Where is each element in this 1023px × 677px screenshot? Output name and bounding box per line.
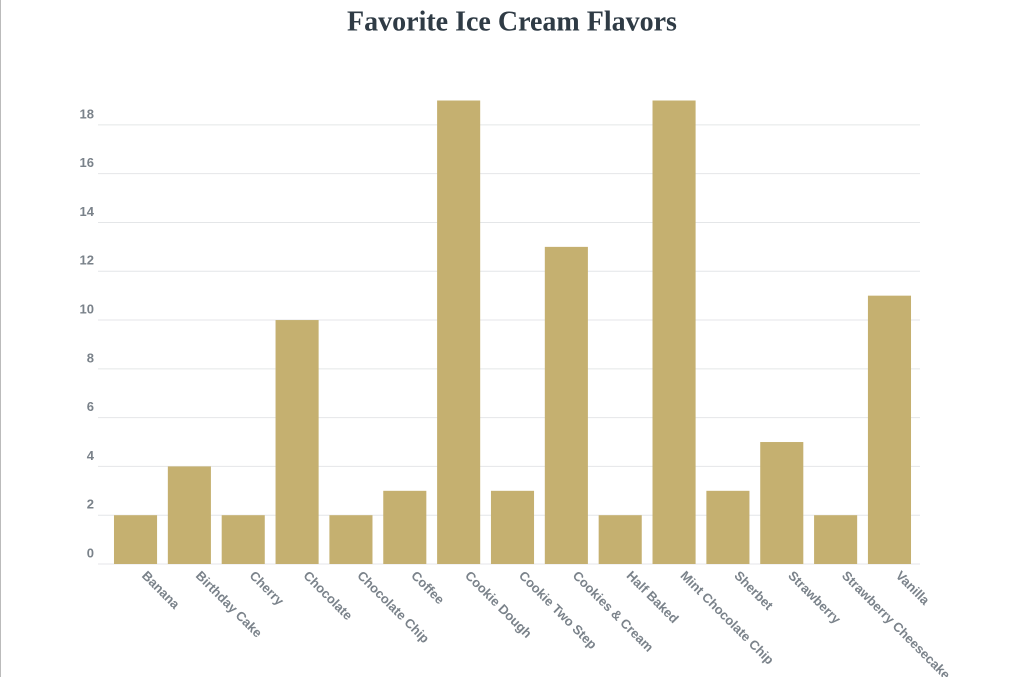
bar bbox=[867, 295, 912, 564]
x-tick-label: Strawberry bbox=[785, 568, 844, 627]
chart-title: Favorite Ice Cream Flavors bbox=[347, 6, 677, 37]
x-tick-label: Sherbet bbox=[731, 568, 776, 613]
bar bbox=[113, 515, 158, 564]
y-tick-label: 12 bbox=[80, 253, 94, 268]
y-tick-label: 4 bbox=[87, 448, 95, 463]
bar bbox=[706, 490, 750, 564]
x-tick-label: Chocolate bbox=[301, 568, 356, 623]
x-tick-label: Half Baked bbox=[624, 568, 682, 626]
y-tick-label: 18 bbox=[80, 106, 94, 121]
x-tick-label: Coffee bbox=[408, 568, 447, 607]
bar bbox=[544, 246, 588, 565]
y-tick-label: 0 bbox=[87, 545, 94, 560]
x-tick-label: Strawberry Cheesecake bbox=[839, 568, 953, 677]
x-tick-label: Vanilla bbox=[893, 568, 933, 608]
y-tick-label: 14 bbox=[80, 204, 95, 219]
y-tick-label: 2 bbox=[87, 497, 94, 512]
x-tick-label: Mint Chocolate Chip bbox=[678, 568, 778, 668]
bar bbox=[598, 515, 642, 564]
bar bbox=[437, 100, 481, 564]
x-tick-label: Banana bbox=[139, 568, 183, 612]
y-tick-label: 6 bbox=[87, 399, 94, 414]
bar bbox=[490, 490, 535, 564]
bar bbox=[221, 515, 265, 564]
x-tick-label: Cherry bbox=[247, 568, 288, 609]
bar bbox=[167, 466, 211, 564]
y-tick-label: 8 bbox=[87, 350, 94, 365]
bar bbox=[760, 442, 804, 564]
y-tick-label: 16 bbox=[80, 155, 94, 170]
y-tick-label: 10 bbox=[80, 301, 94, 316]
bar bbox=[383, 490, 427, 564]
bar bbox=[652, 100, 696, 564]
bar bbox=[329, 515, 373, 564]
bar bbox=[275, 320, 319, 564]
bar bbox=[814, 515, 858, 564]
